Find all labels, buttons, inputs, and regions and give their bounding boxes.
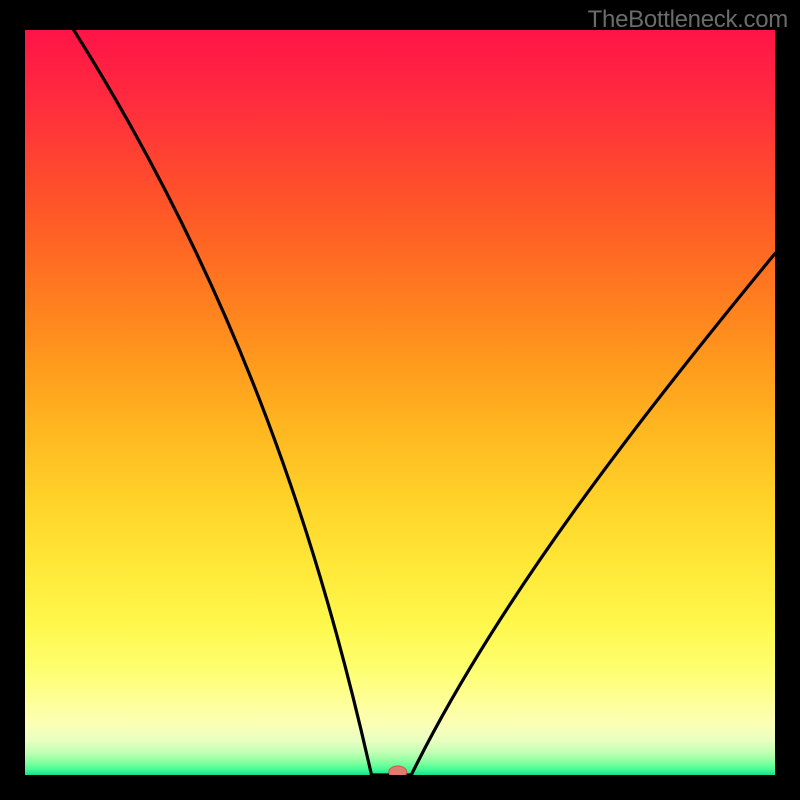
plot-area — [25, 30, 775, 775]
bottleneck-curve-chart — [25, 30, 775, 775]
chart-frame: TheBottleneck.com — [0, 0, 800, 800]
optimal-point-marker — [389, 766, 407, 775]
chart-background — [25, 30, 775, 775]
